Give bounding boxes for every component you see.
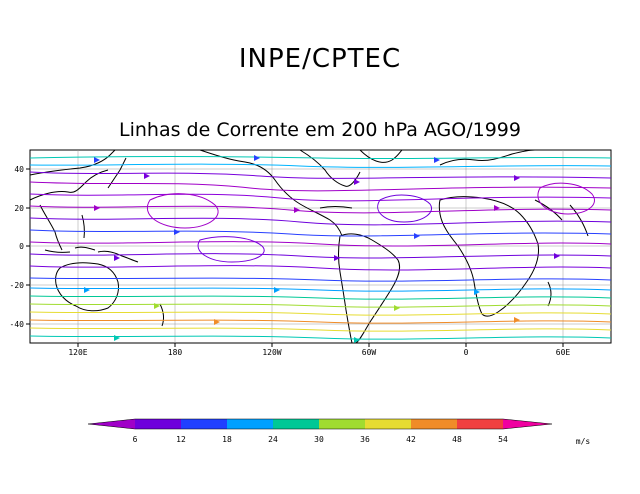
lat-label: 20 — [14, 204, 24, 213]
lat-label: 0 — [19, 242, 24, 251]
lat-label: -20 — [10, 281, 25, 290]
legend-swatch — [411, 419, 457, 429]
legend-swatch — [273, 419, 319, 429]
lon-label: 60W — [362, 348, 377, 357]
legend-label: 18 — [222, 435, 232, 444]
map-area: 120E 180 120W 60W 0 60E 40 20 0 -20 -40 — [10, 149, 612, 357]
legend-label: 48 — [452, 435, 462, 444]
legend-unit: m/s — [576, 437, 591, 446]
legend-arrow-right — [503, 419, 552, 429]
map-subtitle: Linhas de Corrente em 200 hPa AGO/1999 — [119, 119, 521, 141]
lon-label: 180 — [168, 348, 183, 357]
legend-label: 24 — [268, 435, 278, 444]
lat-label: 40 — [14, 165, 24, 174]
legend-swatch — [181, 419, 227, 429]
map-frame — [29, 149, 612, 344]
legend-label: 12 — [176, 435, 186, 444]
page-title: INPE/CPTEC — [238, 44, 402, 74]
legend-label: 6 — [133, 435, 138, 444]
legend-swatch — [319, 419, 365, 429]
lat-label: -40 — [10, 320, 25, 329]
lon-label: 60E — [556, 348, 571, 357]
color-legend: 6 12 18 24 30 36 42 48 54 m/s — [87, 418, 591, 446]
legend-label: 36 — [360, 435, 370, 444]
streamlines — [29, 156, 612, 340]
legend-arrow-left — [88, 419, 135, 429]
legend-label: 54 — [498, 435, 508, 444]
legend-swatch — [135, 419, 181, 429]
axis-ticks — [26, 168, 564, 347]
legend-label: 30 — [314, 435, 324, 444]
legend-swatch — [365, 419, 411, 429]
lon-label: 120E — [68, 348, 87, 357]
streamline-arrows — [84, 155, 560, 343]
lon-label: 0 — [464, 348, 469, 357]
map-grid — [30, 150, 611, 343]
legend-swatch — [227, 419, 273, 429]
lon-label: 120W — [262, 348, 281, 357]
legend-swatch — [457, 419, 503, 429]
legend-label: 42 — [406, 435, 416, 444]
coastlines — [29, 149, 589, 344]
